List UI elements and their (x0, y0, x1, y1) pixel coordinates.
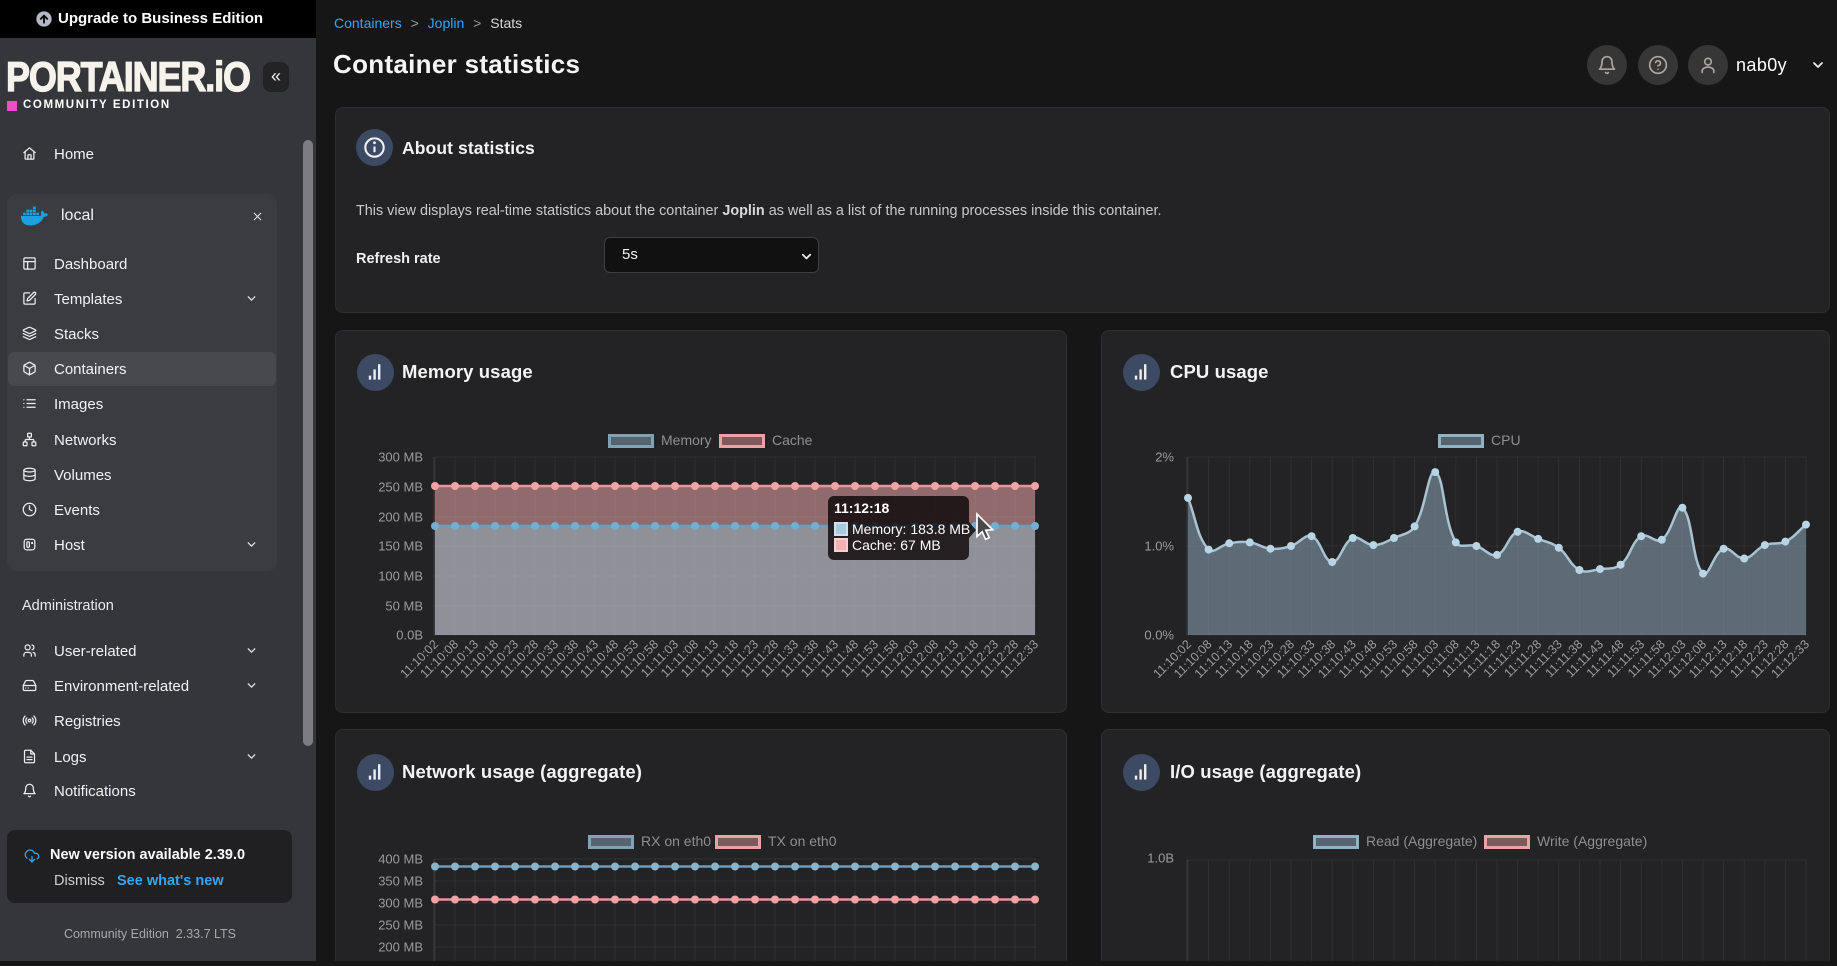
svg-text:400 MB: 400 MB (378, 852, 423, 867)
svg-text:250 MB: 250 MB (378, 918, 423, 933)
svg-text:0.0%: 0.0% (1144, 628, 1174, 643)
svg-text:200 MB: 200 MB (378, 940, 423, 955)
svg-text:300 MB: 300 MB (378, 450, 423, 465)
svg-text:100 MB: 100 MB (378, 569, 423, 584)
svg-text:350 MB: 350 MB (378, 874, 423, 889)
svg-text:50 MB: 50 MB (385, 599, 423, 614)
svg-text:300 MB: 300 MB (378, 896, 423, 911)
svg-text:250 MB: 250 MB (378, 480, 423, 495)
svg-text:2%: 2% (1155, 450, 1174, 465)
svg-text:150 MB: 150 MB (378, 539, 423, 554)
svg-text:200 MB: 200 MB (378, 510, 423, 525)
svg-text:1.0B: 1.0B (1147, 851, 1174, 866)
svg-text:1.0%: 1.0% (1144, 539, 1174, 554)
svg-text:0.0B: 0.0B (396, 628, 423, 643)
